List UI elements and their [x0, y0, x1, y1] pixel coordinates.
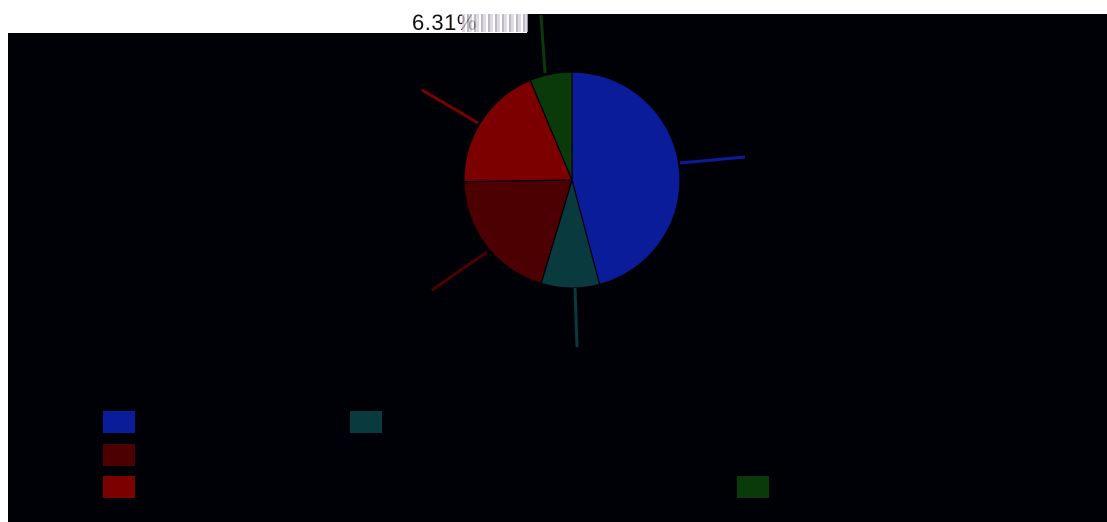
pie-slice-3	[463, 179, 573, 285]
pie-slice-4	[463, 79, 573, 183]
leader-line-1	[679, 155, 746, 165]
leader-line-5	[539, 14, 547, 74]
legend-swatch-4	[103, 476, 135, 498]
leader-line-4	[421, 88, 479, 125]
leader-line-2	[573, 287, 579, 348]
pie-slices	[463, 71, 681, 289]
legend-swatch-5	[737, 476, 769, 498]
leader-line-3	[431, 250, 488, 292]
legend-swatch-3	[103, 444, 135, 466]
legend-swatch-2	[350, 411, 382, 433]
legend	[103, 411, 769, 498]
top-strip-dark	[527, 14, 1107, 33]
pie-slice-1	[571, 71, 681, 286]
pie-slice-5	[529, 71, 573, 181]
label-artifact	[462, 14, 528, 32]
leader-lines	[421, 14, 746, 348]
legend-swatch-1	[103, 411, 135, 433]
